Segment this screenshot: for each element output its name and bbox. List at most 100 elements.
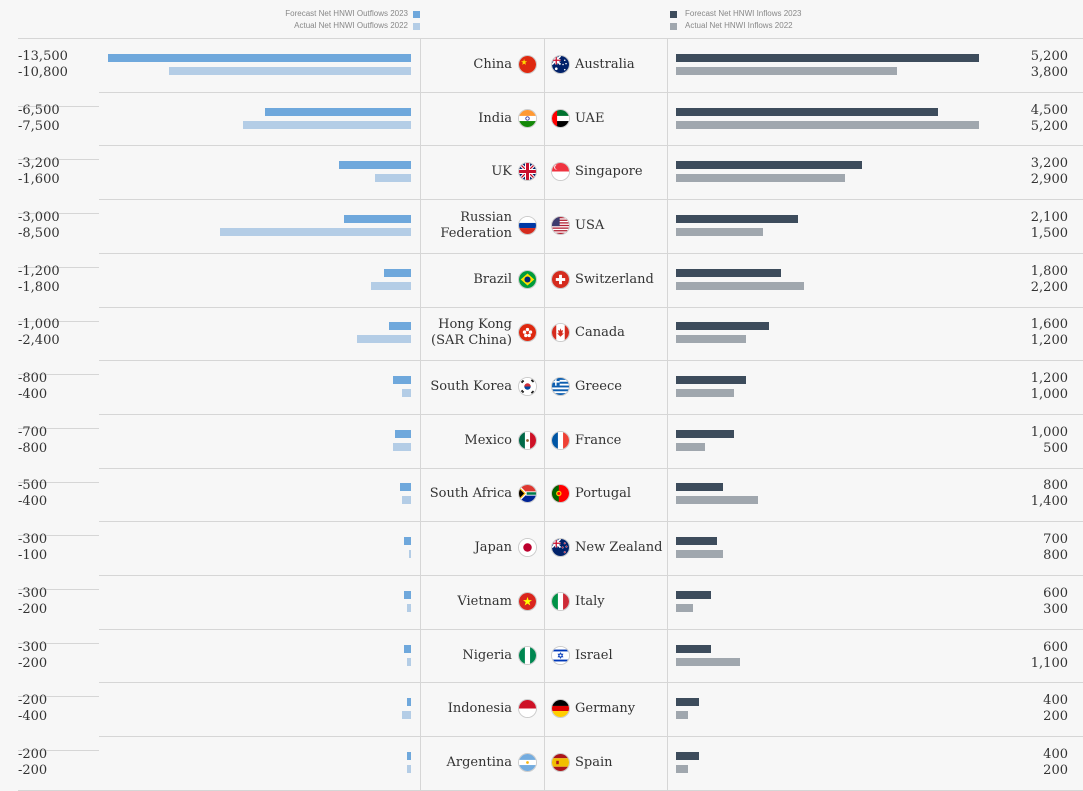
- inflow-value-label: 200: [1043, 762, 1068, 778]
- inflow-value-label: 1,400: [1030, 494, 1068, 510]
- inflow-country-name: Australia: [575, 57, 635, 73]
- japan-flag-icon: [518, 538, 537, 558]
- row-divider: [544, 253, 1083, 254]
- row-divider: [18, 643, 99, 644]
- row-divider: [420, 253, 544, 254]
- outflow-value-label: -100: [18, 548, 48, 564]
- inflow-bar: [676, 711, 688, 720]
- usa-flag-icon: [551, 215, 570, 235]
- outflow-bar: [404, 590, 411, 599]
- country-name-line: Russian: [460, 209, 512, 225]
- outflow-value-label: -200: [18, 655, 48, 671]
- uae-flag-icon: [551, 108, 570, 128]
- outflow-country-name: Hong Kong (SAR China): [431, 317, 512, 349]
- portugal-flag-icon: [551, 484, 570, 504]
- row-divider: [420, 145, 544, 146]
- russia-flag-icon: [518, 215, 537, 235]
- outflow-value-label: -2,400: [18, 333, 60, 349]
- inflow-value-label: 4,500: [1030, 102, 1068, 118]
- country-name-line: South Korea: [430, 379, 512, 395]
- inflow-bar: [676, 590, 711, 599]
- outflow-value-label: -800: [18, 371, 48, 387]
- inflow-value-label: 5,200: [1030, 48, 1068, 64]
- inflow-bar: [676, 120, 979, 129]
- outflow-value-label: -200: [18, 746, 48, 762]
- row-divider: [99, 145, 420, 146]
- row-divider: [99, 199, 420, 200]
- legend-swatch: [670, 10, 677, 18]
- outflow-country-name: South Africa: [430, 486, 512, 502]
- outflow-value-label: -1,200: [18, 263, 60, 279]
- germany-flag-icon: [551, 699, 570, 719]
- row-divider: [18, 159, 99, 160]
- row-divider: [544, 414, 1083, 415]
- row-divider: [18, 482, 99, 483]
- inflow-bar: [676, 550, 723, 559]
- row-divider: [420, 521, 544, 522]
- inflow-value-label: 1,600: [1030, 317, 1068, 333]
- outflow-value-label: -3,000: [18, 209, 60, 225]
- inflow-value-label: 1,000: [1030, 424, 1068, 440]
- france-flag-icon: [551, 430, 570, 450]
- legend-item-inflow-forecast: Forecast Net HNWI Inflows 2023: [670, 8, 930, 20]
- inflow-bar: [676, 161, 863, 170]
- inflow-value-label: 1,500: [1030, 225, 1068, 241]
- inflow-value-label: 500: [1043, 440, 1068, 456]
- row-divider: [420, 38, 544, 39]
- inflow-value-label: 600: [1043, 639, 1068, 655]
- country-name-line: Hong Kong: [438, 317, 512, 333]
- outflow-bar: [393, 376, 411, 385]
- outflow-country-name: Russian Federation: [440, 210, 512, 242]
- outflow-value-label: -10,800: [18, 64, 68, 80]
- row-divider: [544, 468, 1083, 469]
- outflow-value-label: -8,500: [18, 225, 60, 241]
- outflow-bar: [408, 550, 411, 559]
- outflow-value-label: -200: [18, 601, 48, 617]
- row-divider: [544, 360, 1083, 361]
- inflow-bar: [676, 603, 694, 612]
- inflow-value-label: 1,800: [1030, 263, 1068, 279]
- inflow-bar: [676, 322, 770, 331]
- inflow-bar: [676, 751, 700, 760]
- outflow-bar: [388, 322, 411, 331]
- inflow-value-label: 200: [1043, 709, 1068, 725]
- outflow-value-label: -400: [18, 387, 48, 403]
- row-divider: [18, 213, 99, 214]
- inflow-value-label: 2,200: [1030, 279, 1068, 295]
- outflow-value-label: -500: [18, 478, 48, 494]
- inflow-country-name: France: [575, 433, 621, 449]
- india-flag-icon: [518, 108, 537, 128]
- row-divider: [18, 267, 99, 268]
- inflow-value-label: 400: [1043, 693, 1068, 709]
- row-divider: [544, 145, 1083, 146]
- spain-flag-icon: [551, 752, 570, 772]
- inflow-bar: [676, 281, 805, 290]
- inflow-value-label: 600: [1043, 585, 1068, 601]
- row-divider: [544, 38, 1083, 39]
- outflow-bar: [406, 764, 411, 773]
- row-divider: [99, 468, 420, 469]
- outflow-bar: [265, 107, 411, 116]
- country-name-line: China: [473, 56, 512, 72]
- inflow-bar: [676, 442, 706, 451]
- inflow-value-label: 2,100: [1030, 209, 1068, 225]
- row-divider: [544, 629, 1083, 630]
- outflow-value-label: -400: [18, 494, 48, 510]
- argentina-flag-icon: [518, 752, 537, 772]
- outflow-bar: [404, 537, 411, 546]
- inflow-value-label: 300: [1043, 601, 1068, 617]
- italy-flag-icon: [551, 591, 570, 611]
- inflow-bar: [676, 214, 799, 223]
- inflow-country-name: Singapore: [575, 164, 643, 180]
- country-name-line: Brazil: [473, 271, 512, 287]
- outflow-value-label: -200: [18, 693, 48, 709]
- inflow-value-label: 1,100: [1030, 655, 1068, 671]
- outflow-value-label: -1,800: [18, 279, 60, 295]
- inflow-country-name: UAE: [575, 111, 604, 127]
- outflow-bar: [343, 214, 411, 223]
- outflow-bar: [242, 120, 411, 129]
- outflow-value-label: -300: [18, 585, 48, 601]
- outflow-bar: [406, 603, 411, 612]
- country-name-line: Japan: [474, 540, 512, 556]
- inflow-bar: [676, 644, 711, 653]
